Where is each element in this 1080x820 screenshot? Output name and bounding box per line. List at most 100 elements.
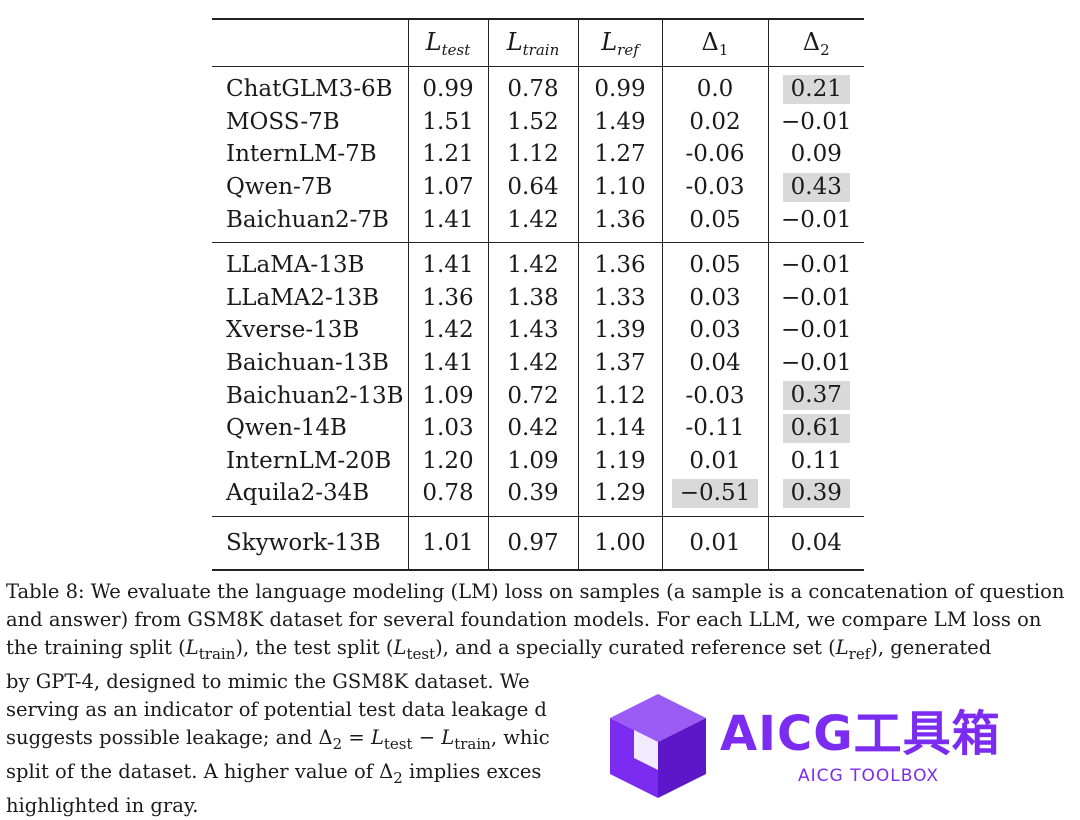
model-name-cell: Xverse-13B xyxy=(226,317,360,344)
value-cell-delta-2: 0.37 xyxy=(767,379,864,412)
model-name-cell: Baichuan2-7B xyxy=(226,206,389,233)
value-cell-l-ref: 1.00 xyxy=(577,516,662,570)
value-cell-delta-1: -0.06 xyxy=(661,138,768,171)
cell-value: -0.11 xyxy=(685,415,745,442)
table-row: Skywork-13B 1.01 0.97 1.00 0.01 0.04 xyxy=(212,516,864,570)
header-l-ref: Lref xyxy=(577,19,662,67)
value-cell-l-train: 1.43 xyxy=(487,314,578,347)
value-cell-l-ref: 1.29 xyxy=(577,477,662,517)
value-cell-l-test: 1.41 xyxy=(407,203,488,243)
header-delta-2: Δ2 xyxy=(767,19,864,67)
cell-value: 1.33 xyxy=(594,284,646,311)
cell-value: 1.14 xyxy=(594,415,646,442)
cell-value: −0.01 xyxy=(781,252,852,279)
header-l-test: Ltest xyxy=(407,19,488,67)
value-cell-delta-2: −0.01 xyxy=(767,242,864,282)
header-model xyxy=(212,19,408,67)
cell-value: 1.52 xyxy=(507,108,559,135)
model-name-cell: LLaMA-13B xyxy=(226,252,365,279)
cell-value: 0.11 xyxy=(790,447,842,474)
cell-value: 0.99 xyxy=(422,76,474,103)
cell-value: 0.05 xyxy=(689,206,741,233)
table-row: InternLM-20B 1.20 1.09 1.19 0.01 0.11 xyxy=(212,444,864,478)
cell-value: 1.36 xyxy=(594,252,646,279)
value-cell-l-train: 0.39 xyxy=(487,477,578,517)
value-cell-l-train: 1.38 xyxy=(487,281,578,315)
caption-line: and answer) from GSM8K dataset for sever… xyxy=(6,608,1042,631)
cell-value: 1.20 xyxy=(422,447,474,474)
value-cell-l-ref: 1.10 xyxy=(577,170,662,204)
cell-value: 1.36 xyxy=(422,284,474,311)
caption-line: by GPT-4, designed to mimic the GSM8K da… xyxy=(6,670,530,693)
value-cell-delta-2: 0.09 xyxy=(767,138,864,171)
cell-value: 1.37 xyxy=(594,350,646,377)
value-cell-l-test: 1.41 xyxy=(407,346,488,380)
model-name-cell: Qwen-7B xyxy=(226,174,333,201)
value-cell-delta-1: 0.05 xyxy=(661,242,768,282)
value-cell-l-ref: 1.36 xyxy=(577,242,662,282)
cell-value: 0.78 xyxy=(507,76,559,103)
value-cell-l-train: 1.42 xyxy=(487,242,578,282)
value-cell-l-ref: 1.37 xyxy=(577,346,662,380)
value-cell-l-train: 0.64 xyxy=(487,170,578,204)
cell-value: 1.27 xyxy=(594,141,646,168)
cell-value: 0.97 xyxy=(507,529,559,556)
model-name-cell: Aquila2-34B xyxy=(226,480,370,507)
value-cell-l-train: 0.97 xyxy=(487,516,578,570)
value-cell-delta-1: 0.01 xyxy=(661,516,768,570)
cell-value: −0.01 xyxy=(781,317,852,344)
cell-value: 1.07 xyxy=(422,174,474,201)
highlighted-value: 0.61 xyxy=(782,413,850,443)
value-cell-l-ref: 1.39 xyxy=(577,314,662,347)
model-name-cell: MOSS-7B xyxy=(226,108,340,135)
cell-value: 0.04 xyxy=(790,529,842,556)
value-cell-l-ref: 1.12 xyxy=(577,379,662,412)
value-cell-l-train: 0.72 xyxy=(487,379,578,412)
cell-value: 1.42 xyxy=(422,317,474,344)
value-cell-delta-1: 0.0 xyxy=(661,66,768,106)
highlighted-value: 0.37 xyxy=(782,381,850,411)
model-name-cell: LLaMA2-13B xyxy=(226,284,379,311)
table-row: Qwen-14B 1.03 0.42 1.14 -0.11 0.61 xyxy=(212,411,864,445)
cell-value: 1.38 xyxy=(507,284,559,311)
value-cell-delta-1: −0.51 xyxy=(661,477,768,517)
cell-value: 1.21 xyxy=(422,141,474,168)
watermark-subtitle: AICG TOOLBOX xyxy=(798,766,940,786)
cell-value: -0.03 xyxy=(685,174,745,201)
cell-value: 1.43 xyxy=(507,317,559,344)
cell-value: 1.10 xyxy=(594,174,646,201)
value-cell-l-train: 1.09 xyxy=(487,444,578,478)
cell-value: −0.01 xyxy=(781,284,852,311)
value-cell-l-test: 1.09 xyxy=(407,379,488,412)
model-name-cell: InternLM-7B xyxy=(226,141,377,168)
value-cell-delta-1: 0.04 xyxy=(661,346,768,380)
value-cell-l-test: 1.41 xyxy=(407,242,488,282)
results-table: Ltest Ltrain Lref Δ1 Δ2 ChatGLM3-6B 0.99 0… xyxy=(212,18,864,571)
cell-value: 0.01 xyxy=(689,529,741,556)
highlighted-value: 0.39 xyxy=(782,478,850,508)
model-name-cell: Baichuan-13B xyxy=(226,350,389,377)
model-name-cell: InternLM-20B xyxy=(226,447,392,474)
cell-value: 0.03 xyxy=(689,317,741,344)
cell-value: 0.42 xyxy=(507,415,559,442)
highlighted-value: 0.43 xyxy=(782,172,850,202)
cell-value: 0.39 xyxy=(507,480,559,507)
table-row-group: ChatGLM3-6B 0.99 0.78 0.99 0.0 0.21 MOSS-7B 1.5… xyxy=(212,66,864,243)
cell-value: 0.03 xyxy=(689,284,741,311)
cell-value: 0.04 xyxy=(689,350,741,377)
cell-value: 1.03 xyxy=(422,415,474,442)
value-cell-l-test: 1.03 xyxy=(407,411,488,445)
value-cell-l-test: 1.01 xyxy=(407,516,488,570)
highlighted-value: −0.51 xyxy=(671,478,759,508)
value-cell-delta-1: 0.02 xyxy=(661,105,768,139)
value-cell-l-train: 1.42 xyxy=(487,203,578,243)
cell-value: 1.39 xyxy=(594,317,646,344)
value-cell-l-train: 0.78 xyxy=(487,66,578,106)
table-row: InternLM-7B 1.21 1.12 1.27 -0.06 0.09 xyxy=(212,138,864,171)
cell-value: 1.12 xyxy=(594,382,646,409)
table-row: Baichuan2-13B 1.09 0.72 1.12 -0.03 0.37 xyxy=(212,379,864,412)
table-row: MOSS-7B 1.51 1.52 1.49 0.02 −0.01 xyxy=(212,105,864,139)
value-cell-l-test: 1.36 xyxy=(407,281,488,315)
table-row: Aquila2-34B 0.78 0.39 1.29 −0.51 0.39 xyxy=(212,477,864,517)
value-cell-l-test: 0.99 xyxy=(407,66,488,106)
